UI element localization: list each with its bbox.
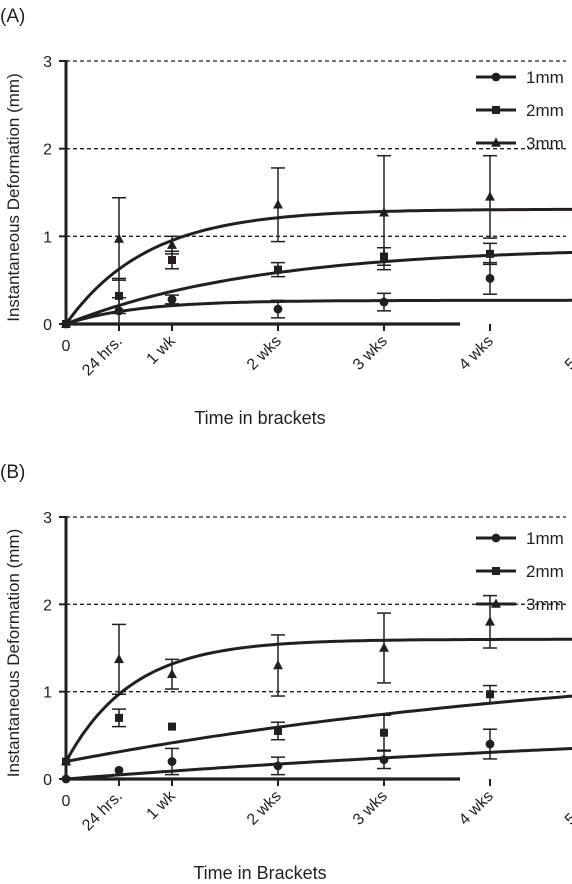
data-point — [379, 755, 389, 765]
data-point — [273, 304, 283, 314]
data-point — [485, 739, 495, 749]
y-axis-title: Instantaneous Deformation (mm) — [4, 73, 23, 322]
legend-label: 2mm — [526, 562, 564, 581]
x-tick-label: 24 hrs. — [79, 788, 126, 835]
data-point — [486, 249, 494, 258]
data-point — [485, 274, 495, 283]
legend-marker — [491, 598, 501, 608]
panel-label: (A) — [0, 6, 25, 27]
legend-label: 1mm — [526, 529, 564, 548]
y-tick-label: 2 — [43, 142, 52, 159]
legend-label: 3mm — [526, 134, 564, 153]
fit-curve — [65, 298, 572, 326]
data-point — [167, 757, 177, 766]
series-3mm — [61, 154, 572, 328]
data-point — [379, 642, 389, 652]
legend-marker — [492, 106, 500, 114]
series-2mm — [62, 684, 572, 766]
data-point — [167, 668, 177, 678]
data-point — [274, 265, 282, 274]
y-axis-title: Instantaneous Deformation (mm) — [4, 529, 23, 778]
series-3mm — [61, 594, 572, 766]
legend: 1mm 2mm 3mm — [476, 529, 564, 614]
y-tick-label: 3 — [43, 54, 52, 71]
series-2mm — [62, 242, 572, 328]
fit-curve — [64, 637, 572, 763]
data-point — [273, 761, 283, 771]
legend-label: 1mm — [526, 68, 564, 87]
x-tick-label: 2 wks — [244, 333, 285, 374]
data-point — [485, 191, 495, 201]
legend: 1mm 2mm 3mm — [476, 68, 564, 153]
y-tick-label: 2 — [43, 597, 52, 614]
legend-marker — [491, 72, 501, 82]
x-tick-label: 3 wks — [350, 333, 391, 374]
x-axis-title: Time in brackets — [194, 408, 325, 428]
legend-marker — [491, 137, 501, 147]
y-tick-label: 1 — [43, 229, 52, 246]
series-1mm — [61, 728, 572, 784]
legend-marker — [492, 567, 500, 575]
data-point — [379, 297, 389, 307]
x-tick-label: 3 wks — [350, 788, 391, 829]
x-tick-label: 5 wks — [562, 788, 572, 829]
x-tick-label: 1 wk — [144, 332, 180, 368]
data-point — [380, 728, 388, 737]
legend-label: 2mm — [526, 101, 564, 120]
legend-label: 3mm — [526, 595, 564, 614]
data-point — [485, 616, 495, 626]
data-point — [114, 653, 124, 664]
y-tick-label: 3 — [43, 510, 52, 527]
x-axis-title: Time in Brackets — [193, 863, 326, 883]
x-tick-label: 4 wks — [456, 333, 497, 374]
data-point — [115, 713, 123, 722]
x-tick-label: 24 hrs. — [79, 333, 126, 380]
data-point — [273, 199, 283, 209]
x-tick-label: 0 — [62, 793, 71, 810]
data-point — [114, 233, 124, 243]
y-tick-label: 0 — [43, 317, 52, 334]
data-point — [61, 318, 71, 328]
data-point — [273, 660, 283, 670]
data-point — [115, 291, 123, 300]
legend-marker — [491, 533, 501, 543]
data-point — [114, 765, 124, 775]
series-1mm — [61, 261, 572, 329]
x-tick-label: 0 — [62, 338, 71, 355]
x-tick-label: 2 wks — [244, 788, 285, 829]
data-point — [379, 207, 389, 217]
data-point — [168, 256, 176, 265]
data-point — [168, 722, 176, 731]
panel-label: (B) — [0, 462, 25, 483]
x-tick-label: 1 wk — [144, 787, 180, 823]
fit-curve — [65, 250, 572, 326]
data-point — [486, 690, 494, 699]
data-point — [167, 295, 177, 304]
data-point — [61, 756, 71, 766]
y-tick-label: 1 — [43, 685, 52, 702]
data-point — [167, 239, 177, 249]
fit-curve — [65, 694, 572, 763]
x-tick-label: 5 wks — [562, 333, 572, 374]
data-point — [274, 726, 282, 735]
data-point — [61, 774, 71, 784]
x-tick-label: 4 wks — [456, 788, 497, 829]
y-tick-label: 0 — [43, 772, 52, 789]
